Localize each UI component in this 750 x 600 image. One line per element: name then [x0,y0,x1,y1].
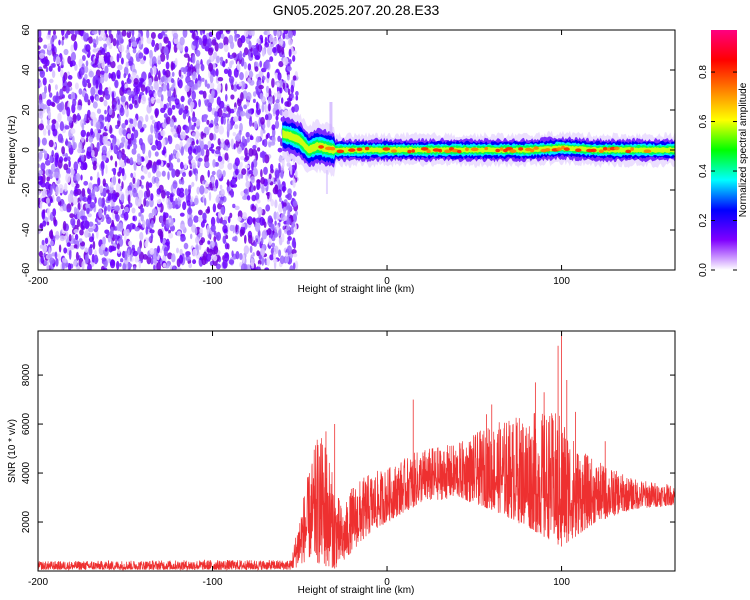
colorbar-tick-label: 0.0 [698,263,709,277]
x-tick-label: -200 [28,577,48,588]
spectrogram-plot-area [38,30,675,270]
noise-speckle [38,30,299,270]
chart-title: GN05.2025.207.20.28.E33 [273,2,440,18]
snr-series-line [38,412,675,571]
y-tick-label: 40 [21,64,32,76]
colorbar-gradient [711,30,737,270]
y-tick-label: 0 [21,147,32,153]
colorbar-tick-label: 0.2 [698,213,709,227]
x-tick-label: 100 [553,577,570,588]
x-tick-label: -100 [203,276,223,287]
colorbar-tick-label: 0.6 [698,114,709,128]
snr-x-axis-label: Height of straight line (km) [298,585,415,596]
colorbar: 0.0 0.2 0.4 0.6 0.8 Normalized spectral ampl… [698,30,749,277]
colorbar-tick-label: 0.4 [698,164,709,178]
snr-panel: -200 -100 0 100 2000 4000 6000 8000 Height of s… [7,330,676,596]
y-tick-label: -40 [21,222,32,237]
y-tick-label: 2000 [21,510,32,533]
spectrogram-y-axis-label: Frequency (Hz) [7,116,18,185]
y-tick-label: 4000 [21,461,32,484]
x-tick-label: -200 [28,276,48,287]
snr-y-axis-label: SNR (10 * v/v) [7,419,18,483]
snr-axes: -200 -100 0 100 2000 4000 6000 8000 [21,331,675,588]
signal-track [282,102,675,194]
snr-plot-area [38,331,675,571]
y-tick-label: -60 [21,262,32,277]
colorbar-tick-label: 0.8 [698,65,709,79]
y-tick-label: 6000 [21,413,32,436]
x-tick-label: -100 [203,577,223,588]
y-tick-label: -20 [21,182,32,197]
x-tick-label: 100 [553,276,570,287]
y-tick-label: 20 [21,104,32,116]
x-tick-label: 0 [384,276,390,287]
x-tick-label: 0 [384,577,390,588]
y-tick-label: 60 [21,24,32,36]
snr-frame [37,330,676,572]
colorbar-ticks: 0.0 0.2 0.4 0.6 0.8 [698,65,737,277]
colorbar-label: Normalized spectral amplitude [738,82,749,217]
spectrogram-x-axis-label: Height of straight line (km) [298,284,415,295]
y-tick-label: 8000 [21,364,32,387]
